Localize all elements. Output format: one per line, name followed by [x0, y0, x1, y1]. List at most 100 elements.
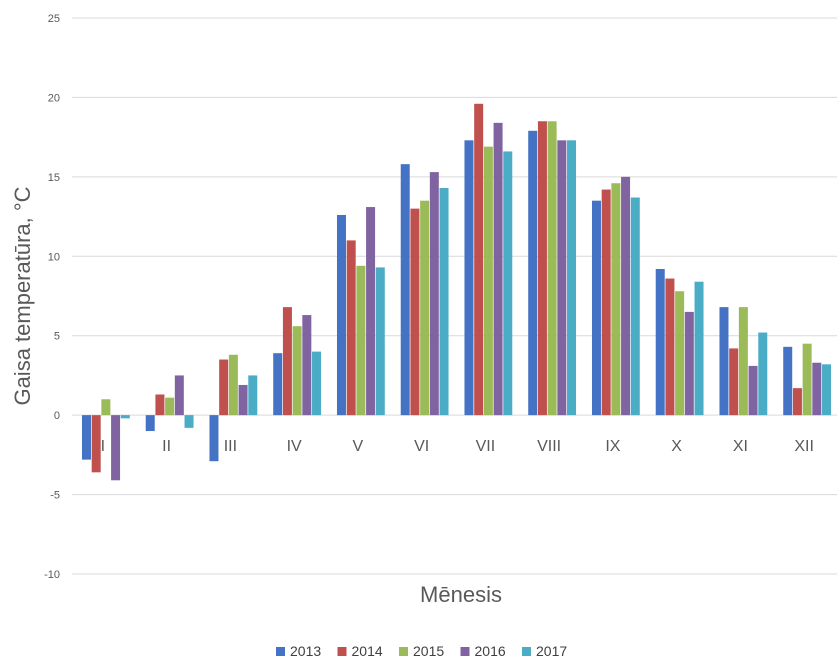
bar-2015-X	[675, 291, 685, 416]
legend-label: 2017	[536, 643, 567, 659]
legend-swatch	[460, 647, 470, 656]
bar-2016-VII	[493, 122, 503, 416]
bar-2016-VIII	[557, 140, 567, 416]
x-category-label: II	[162, 438, 171, 455]
bar-2015-II	[165, 397, 175, 416]
x-axis-title: Mēnesis	[420, 582, 502, 607]
x-category-label: X	[671, 438, 682, 455]
bar-2015-IV	[292, 326, 302, 416]
bar-2016-III	[238, 384, 248, 416]
y-tick-label: 25	[48, 13, 60, 25]
x-category-label: VI	[414, 438, 429, 455]
x-category-label: V	[353, 438, 364, 455]
bar-2015-VII	[483, 146, 493, 416]
legend-item-2016: 2016	[460, 643, 506, 659]
bar-2017-I	[120, 415, 130, 419]
bar-2016-II	[174, 375, 184, 416]
bar-2013-XII	[783, 346, 793, 416]
x-category-label: IX	[605, 438, 620, 455]
x-category-label: XII	[794, 438, 814, 455]
bar-2014-XII	[792, 388, 802, 416]
bar-2014-VI	[410, 208, 420, 416]
bar-2017-VI	[439, 187, 449, 416]
legend-label: 2016	[475, 643, 506, 659]
bar-2017-X	[694, 281, 704, 416]
bar-2014-I	[91, 415, 101, 473]
legend-label: 2014	[352, 643, 383, 659]
legend-label: 2013	[290, 643, 321, 659]
bar-2014-III	[219, 359, 229, 416]
bar-2016-IV	[302, 315, 312, 416]
x-category-label: IV	[287, 438, 302, 455]
bar-2015-IX	[611, 183, 621, 416]
bar-2015-VIII	[547, 121, 557, 416]
bar-2014-VII	[474, 103, 484, 416]
bar-2014-V	[346, 240, 356, 416]
bar-2013-VI	[400, 164, 410, 416]
bar-2013-V	[336, 214, 346, 416]
legend-item-2013: 2013	[276, 643, 321, 659]
bar-2015-III	[228, 354, 238, 416]
bar-2013-VII	[464, 140, 474, 416]
bar-2016-XI	[748, 365, 758, 416]
bar-2017-VIII	[567, 140, 577, 416]
y-axis-ticks: -10 -5 0 5 10 15 20 25	[44, 13, 60, 581]
bar-2013-I	[81, 415, 91, 460]
y-tick-label: -5	[50, 490, 60, 502]
bar-2014-II	[155, 394, 165, 416]
bar-2017-II	[184, 415, 194, 428]
legend-label: 2015	[413, 643, 444, 659]
y-tick-label: -10	[44, 569, 60, 581]
bar-2017-V	[375, 267, 385, 416]
bar-2014-IX	[601, 189, 611, 416]
y-tick-label: 20	[48, 92, 60, 104]
legend-swatch	[399, 647, 408, 656]
bar-2013-IV	[273, 353, 283, 416]
bar-2017-IX	[630, 197, 640, 416]
bar-2014-IV	[282, 307, 292, 416]
bar-2017-IV	[312, 351, 322, 416]
legend-swatch	[337, 647, 347, 656]
bar-2016-IX	[621, 176, 631, 416]
x-category-label: XI	[733, 438, 748, 455]
legend: 2013 2014 2015 2016 2017	[276, 643, 567, 659]
y-tick-label: 5	[54, 331, 60, 343]
bar-2016-I	[111, 415, 121, 481]
x-category-label: III	[224, 438, 237, 455]
bar-2015-VI	[420, 200, 430, 416]
legend-item-2015: 2015	[399, 643, 444, 659]
bar-2013-X	[655, 268, 665, 416]
legend-item-2014: 2014	[337, 643, 383, 659]
y-tick-label: 0	[54, 410, 60, 422]
bar-2013-II	[145, 415, 155, 432]
bar-2013-VIII	[528, 130, 538, 416]
x-axis-categories: I II III IV V VI VII VIII IX X XI XII	[101, 438, 814, 455]
bar-2014-XI	[729, 348, 739, 416]
y-tick-label: 15	[48, 172, 60, 184]
bar-2015-XI	[738, 307, 748, 416]
bar-2013-III	[209, 415, 219, 462]
legend-swatch	[276, 647, 285, 656]
bar-2016-VI	[429, 172, 439, 416]
bar-2016-X	[684, 311, 694, 416]
bar-2015-XII	[802, 343, 812, 416]
bar-2017-XI	[758, 332, 768, 416]
bar-2016-XII	[812, 362, 822, 416]
x-category-label: VIII	[537, 438, 561, 455]
x-category-label: I	[101, 438, 105, 455]
bar-2015-V	[356, 265, 366, 416]
x-category-label: VII	[476, 438, 496, 455]
bar-2016-V	[366, 207, 376, 416]
y-tick-label: 10	[48, 251, 60, 263]
bar-2013-IX	[591, 200, 601, 416]
bar-2015-I	[101, 399, 111, 416]
bar-2014-X	[665, 278, 675, 416]
bar-2017-VII	[503, 151, 513, 416]
bar-2017-XII	[822, 364, 832, 416]
bar-2017-III	[248, 375, 258, 416]
bars	[81, 103, 832, 481]
bar-2014-VIII	[537, 121, 547, 416]
legend-swatch	[522, 647, 531, 656]
gridlines	[72, 17, 837, 575]
